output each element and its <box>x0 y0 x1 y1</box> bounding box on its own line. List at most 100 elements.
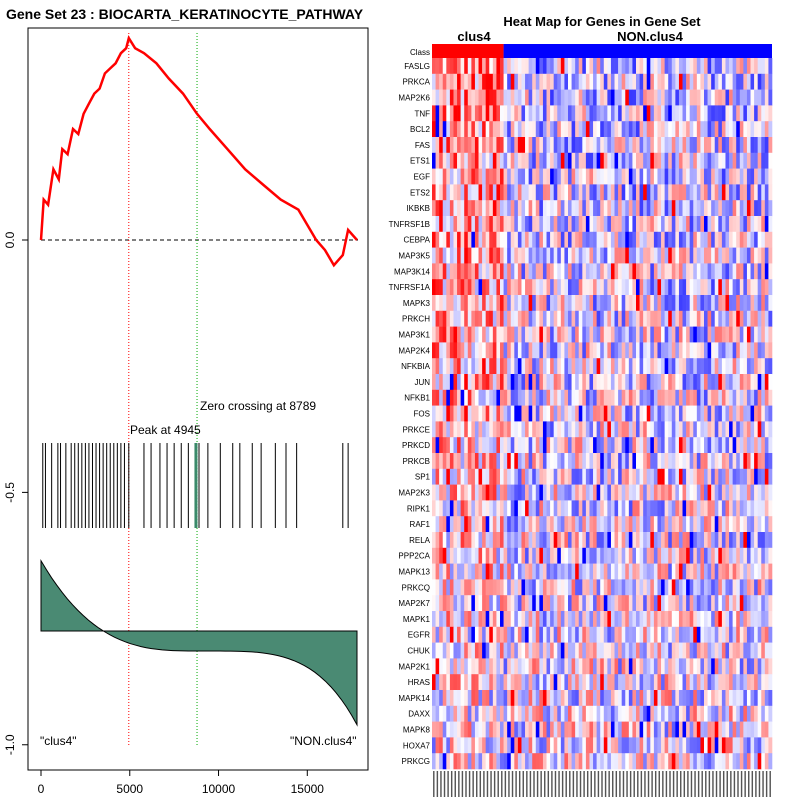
heatmap-cell <box>467 547 472 564</box>
heatmap-cell <box>603 658 608 675</box>
heatmap-cell <box>693 563 698 580</box>
heatmap-cell <box>721 753 726 770</box>
heatmap-cell <box>582 579 587 596</box>
heatmap-cell <box>607 247 612 264</box>
heatmap-cell <box>578 310 583 327</box>
heatmap-cell <box>432 516 436 533</box>
heatmap-cell <box>575 295 580 312</box>
heatmap-cell <box>718 405 723 422</box>
heatmap-cell <box>643 737 648 754</box>
heatmap-cell <box>761 611 766 628</box>
heatmap-cell <box>514 753 519 770</box>
heatmap-cell <box>471 247 476 264</box>
heatmap-cell <box>503 326 508 343</box>
heatmap-cell <box>761 310 766 327</box>
heatmap-cell <box>736 500 741 517</box>
heatmap-cell <box>646 516 651 533</box>
heatmap-cell <box>732 216 737 233</box>
heatmap-cell <box>600 690 605 707</box>
heatmap-cell <box>449 247 454 264</box>
heatmap-cell <box>553 453 558 470</box>
heatmap-cell <box>650 579 655 596</box>
heatmap-cell <box>532 484 537 501</box>
heatmap-cell <box>514 58 519 75</box>
heatmap-cell <box>496 326 501 343</box>
heatmap-cell <box>492 516 497 533</box>
heatmap-cell <box>704 137 708 154</box>
heatmap-cell <box>696 405 701 422</box>
heatmap-cell <box>718 453 723 470</box>
heatmap-cell <box>686 705 690 722</box>
heatmap-cell <box>653 658 658 675</box>
heatmap-cell <box>446 279 451 296</box>
heatmap-cell <box>600 532 605 549</box>
heatmap-cell <box>768 658 773 675</box>
heatmap-cell <box>550 279 554 296</box>
heatmap-cell <box>761 563 766 580</box>
heatmap-cell <box>650 753 655 770</box>
heatmap-cell <box>639 358 644 375</box>
heatmap-cell <box>528 310 533 327</box>
heatmap-cell <box>711 453 716 470</box>
heatmap-cell <box>743 105 748 122</box>
heatmap-cell <box>496 231 501 248</box>
heatmap-cell <box>653 216 658 233</box>
heatmap-cell <box>732 310 737 327</box>
heatmap-cell <box>650 73 655 90</box>
heatmap-cell <box>489 563 494 580</box>
heatmap-cell <box>550 690 554 707</box>
heatmap-cell <box>435 200 440 217</box>
heatmap-cell <box>442 326 447 343</box>
heatmap-cell <box>521 358 526 375</box>
heatmap-cell <box>496 658 501 675</box>
heatmap-cell <box>478 753 483 770</box>
heatmap-cell <box>582 89 587 106</box>
heatmap-cell <box>625 563 630 580</box>
heatmap-cell <box>546 405 551 422</box>
sample-label-mark <box>765 771 768 797</box>
heatmap-cell <box>542 89 547 106</box>
heatmap-cell <box>557 310 562 327</box>
heatmap-cell <box>550 295 554 312</box>
heatmap-cell <box>521 342 526 359</box>
heatmap-cell <box>467 705 472 722</box>
heatmap-cell <box>746 642 751 659</box>
sample-label-mark <box>604 771 607 797</box>
heatmap-cell <box>653 326 658 343</box>
heatmap-cell <box>492 595 497 612</box>
heatmap-cell <box>618 690 622 707</box>
heatmap-cell <box>739 152 744 169</box>
heatmap-cell <box>546 674 551 691</box>
heatmap-cell <box>553 405 558 422</box>
heatmap-cell <box>768 374 773 391</box>
heatmap-cell <box>467 358 472 375</box>
heatmap-cell <box>503 737 508 754</box>
heatmap-cell <box>525 516 529 533</box>
heatmap-cell <box>725 737 730 754</box>
heatmap-cell <box>693 389 698 406</box>
heatmap-cell <box>517 89 522 106</box>
heatmap-cell <box>721 310 726 327</box>
heatmap-cell <box>489 453 494 470</box>
heatmap-cell <box>457 216 461 233</box>
heatmap-cell <box>500 658 504 675</box>
sample-label-mark <box>483 771 485 797</box>
gene-label-egfr: EGFR <box>408 631 430 640</box>
heatmap-cell <box>696 247 701 264</box>
heatmap-cell <box>600 216 605 233</box>
heatmap-cell <box>514 152 519 169</box>
heatmap-cell <box>596 310 601 327</box>
heatmap-cell <box>761 121 766 138</box>
heatmap-cell <box>439 579 444 596</box>
heatmap-cell <box>489 200 494 217</box>
heatmap-cell <box>460 547 465 564</box>
heatmap-cell <box>471 168 476 185</box>
heatmap-cell <box>725 168 730 185</box>
heatmap-cell <box>525 532 529 549</box>
heatmap-cell <box>661 547 665 564</box>
sample-label-mark <box>540 771 542 797</box>
heatmap-cell <box>761 184 766 201</box>
heatmap-cell <box>653 247 658 264</box>
heatmap-cell <box>700 152 705 169</box>
heatmap-cell <box>704 532 708 549</box>
